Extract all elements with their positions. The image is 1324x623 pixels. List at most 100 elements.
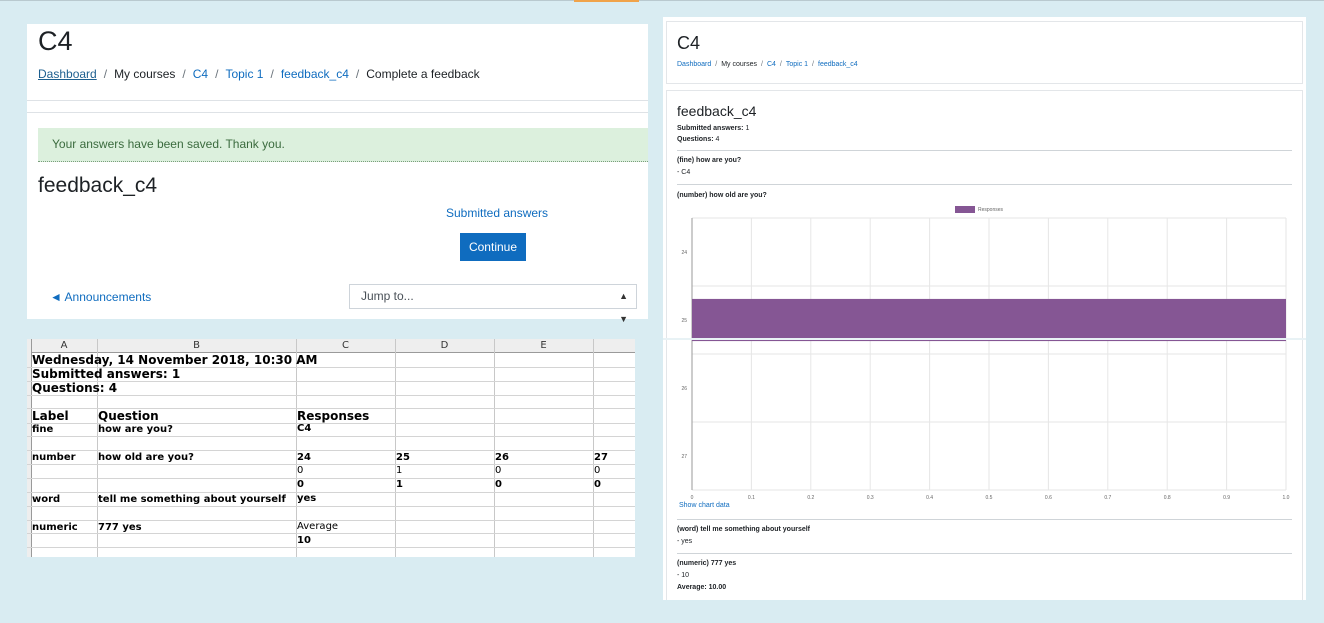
chart-legend[interactable]: Responses xyxy=(955,206,1003,213)
divider xyxy=(677,519,1292,520)
cell-average-value[interactable]: 10 xyxy=(297,535,311,546)
column-header-a[interactable]: A xyxy=(60,340,68,351)
submitted-answers-count: Submitted answers: 1 xyxy=(677,125,749,132)
cell-number-total[interactable]: 0 xyxy=(594,479,601,490)
page-header-card xyxy=(666,21,1303,84)
cell-numeric-label[interactable]: numeric xyxy=(32,522,78,533)
breadcrumb-separator: / xyxy=(215,67,219,81)
cell-number-count[interactable]: 0 xyxy=(495,465,502,476)
legend-swatch xyxy=(955,206,975,213)
y-tick-label: 24 xyxy=(681,250,687,256)
cell-number-count[interactable]: 1 xyxy=(396,465,403,476)
page-title: C4 xyxy=(38,26,73,56)
answer-word: - yes xyxy=(677,538,693,545)
question-number: (number) how old are you? xyxy=(677,192,767,199)
cell-number-value[interactable]: 27 xyxy=(594,452,608,463)
feedback-title: feedback_c4 xyxy=(38,174,158,197)
cell-number-label[interactable]: number xyxy=(32,452,76,463)
y-tick-label: 25 xyxy=(681,318,687,324)
breadcrumb-feedback[interactable]: feedback_c4 xyxy=(280,67,349,81)
divider xyxy=(27,100,648,101)
answer-fine: - C4 xyxy=(677,169,691,176)
breadcrumb-topic[interactable]: Topic 1 xyxy=(785,61,809,68)
cell-numeric-question[interactable]: 777 yes xyxy=(98,522,142,533)
breadcrumb-current: Complete a feedback xyxy=(366,67,480,81)
cell-number-value[interactable]: 24 xyxy=(297,452,311,463)
cell-number-value[interactable]: 26 xyxy=(495,452,509,463)
x-tick-label: 0.6 xyxy=(1045,495,1052,501)
cell-questions[interactable]: Questions: 4 xyxy=(32,381,118,395)
responses-chart: 0 0.1 0.2 0.3 0.4 0.5 0.6 0.7 0.8 0.9 1.0 24 25 26 27 xyxy=(681,217,1290,501)
cell-fine-question[interactable]: how are you? xyxy=(98,424,173,435)
breadcrumb-dashboard[interactable]: Dashboard xyxy=(38,67,97,81)
cell-fine-answer[interactable]: C4 xyxy=(297,423,312,434)
x-tick-label: 0.7 xyxy=(1104,495,1111,501)
row-header-column xyxy=(27,339,32,557)
success-alert: Your answers have been saved. Thank you. xyxy=(38,128,648,162)
questions-label: Questions: xyxy=(677,136,714,143)
cell-number-count[interactable]: 0 xyxy=(594,465,601,476)
show-chart-data-link[interactable]: Show chart data xyxy=(679,502,730,509)
grid-line xyxy=(27,547,635,548)
grid-line xyxy=(27,464,635,465)
breadcrumb-my-courses: My courses xyxy=(721,61,757,68)
cell-word-question[interactable]: tell me something about yourself xyxy=(98,494,286,505)
column-header-b[interactable]: B xyxy=(193,340,200,351)
grid-line xyxy=(97,339,98,557)
grid-line xyxy=(27,408,635,409)
x-tick-label: 0.1 xyxy=(748,495,755,501)
x-tick-label: 0.3 xyxy=(867,495,874,501)
grid-line xyxy=(27,506,635,507)
breadcrumb-topic[interactable]: Topic 1 xyxy=(225,67,264,81)
cell-number-total[interactable]: 1 xyxy=(396,479,403,490)
cell-submitted[interactable]: Submitted answers: 1 xyxy=(32,367,181,381)
submitted-value: 1 xyxy=(745,125,750,132)
divider xyxy=(27,112,648,113)
cell-fine-label[interactable]: fine xyxy=(32,424,54,435)
cell-date[interactable]: Wednesday, 14 November 2018, 10:30 AM xyxy=(32,353,318,367)
grid-line xyxy=(27,520,635,521)
cell-number-total[interactable]: 0 xyxy=(495,479,502,490)
prev-activity-link[interactable]: ◄ Announcements xyxy=(50,290,152,304)
submitted-answers-link[interactable]: Submitted answers xyxy=(446,206,549,220)
grid-line xyxy=(296,339,297,557)
column-header-c[interactable]: C xyxy=(342,340,349,351)
panel-gap xyxy=(663,338,1306,340)
cell-number-count[interactable]: 0 xyxy=(297,465,304,476)
column-header-d[interactable]: D xyxy=(440,340,449,351)
column-header-e[interactable]: E xyxy=(540,340,547,351)
feedback-complete-panel: C4 Dashboard / My courses / C4 / Topic 1 / feedb… xyxy=(27,24,648,324)
x-tick-label: 0.9 xyxy=(1223,495,1230,501)
breadcrumb-dashboard[interactable]: Dashboard xyxy=(677,61,712,68)
cell-responses-header[interactable]: Responses xyxy=(297,409,370,423)
breadcrumb-my-courses: My courses xyxy=(114,67,176,81)
x-tick-label: 1.0 xyxy=(1283,495,1290,501)
question-word: (word) tell me something about yourself xyxy=(677,526,811,533)
x-tick-label: 0.5 xyxy=(986,495,993,501)
breadcrumb-separator: / xyxy=(270,67,274,81)
breadcrumb-separator: / xyxy=(779,61,782,68)
cell-number-total[interactable]: 0 xyxy=(297,479,304,490)
x-tick-label: 0 xyxy=(691,495,694,501)
select-arrows-icon: ▲ ▼ xyxy=(619,291,628,324)
continue-button[interactable]: Continue xyxy=(460,233,526,261)
cell-question-header[interactable]: Question xyxy=(98,409,159,423)
y-tick-label: 27 xyxy=(681,454,687,460)
jump-to-select[interactable]: Jump to... ▲ ▼ xyxy=(349,284,637,324)
cell-word-answer[interactable]: yes xyxy=(297,493,317,504)
cell-number-value[interactable]: 25 xyxy=(396,452,410,463)
cell-label-header[interactable]: Label xyxy=(32,409,69,423)
x-tick-label: 0.8 xyxy=(1164,495,1171,501)
analysis-card xyxy=(666,90,1303,600)
cell-word-label[interactable]: word xyxy=(32,494,61,505)
breadcrumb-feedback[interactable]: feedback_c4 xyxy=(818,61,858,68)
breadcrumb-course[interactable]: C4 xyxy=(192,67,209,81)
grid-line xyxy=(27,367,635,368)
x-tick-label: 0.2 xyxy=(807,495,814,501)
cell-average-label[interactable]: Average xyxy=(297,521,339,532)
cell-number-question[interactable]: how old are you? xyxy=(98,452,194,463)
grid-line xyxy=(27,423,635,424)
breadcrumb-course[interactable]: C4 xyxy=(766,61,776,68)
breadcrumb: Dashboard / My courses / C4/Topic 1/feedback… xyxy=(677,61,858,68)
column-header-row: A B C D E xyxy=(27,339,635,353)
